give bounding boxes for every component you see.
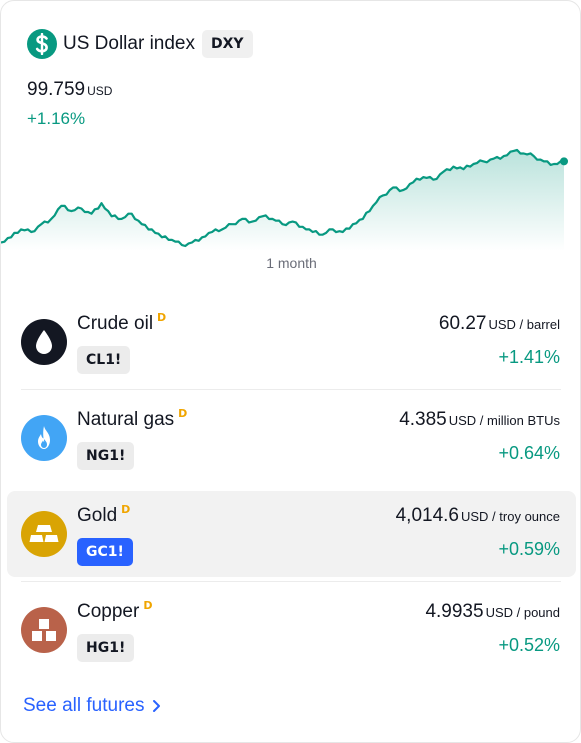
index-price-currency: USD — [87, 84, 113, 98]
index-ticker-badge[interactable]: DXY — [202, 30, 253, 58]
futures-price-unit: USD / troy ounce — [461, 509, 560, 524]
futures-price-value: 4,014.6 — [395, 505, 459, 526]
futures-price: 60.27 USD / barrel — [439, 313, 560, 335]
divider — [21, 389, 561, 390]
futures-price: 4.9935 USD / pound — [425, 601, 560, 623]
futures-ticker-badge[interactable]: GC1! — [77, 538, 133, 566]
index-price: 99.759 USD — [27, 79, 112, 101]
delayed-badge: D — [157, 311, 167, 324]
futures-price-unit: USD / pound — [485, 605, 560, 620]
see-all-futures-link[interactable]: See all futures — [23, 695, 161, 717]
index-title[interactable]: US Dollar index — [63, 33, 195, 54]
delayed-badge: D — [143, 599, 153, 612]
futures-price-value: 4.9935 — [425, 601, 484, 622]
futures-price: 4,014.6 USD / troy ounce — [396, 505, 560, 527]
index-change: +1.16% — [27, 109, 86, 128]
index-header[interactable]: US Dollar index DXY — [27, 29, 253, 59]
index-price-value: 99.759 — [27, 79, 86, 100]
flame-icon — [21, 415, 67, 461]
futures-change: +0.52% — [498, 635, 560, 655]
futures-change: +0.64% — [498, 443, 560, 463]
index-chart[interactable] — [1, 141, 581, 251]
futures-change: +0.59% — [498, 539, 560, 559]
futures-name: Crude oil D — [77, 311, 167, 334]
divider — [21, 581, 561, 582]
futures-ticker-badge[interactable]: NG1! — [77, 442, 135, 470]
futures-price-value: 4.385 — [399, 409, 447, 430]
futures-name: Gold D — [77, 503, 131, 526]
gold-bars-icon — [21, 511, 67, 557]
futures-price: 4.385 USD / million BTUs — [399, 409, 560, 431]
see-all-label: See all futures — [23, 695, 145, 716]
futures-row-natural-gas[interactable]: Natural gas D NG1! 4.385 USD / million BT… — [7, 395, 576, 481]
dollar-icon — [27, 29, 57, 59]
chevron-right-icon — [152, 699, 161, 713]
futures-row-gold[interactable]: Gold D GC1! 4,014.6 USD / troy ounce +0.5… — [7, 491, 576, 577]
delayed-badge: D — [178, 407, 188, 420]
oil-drop-icon — [21, 319, 67, 365]
futures-row-copper[interactable]: Copper D HG1! 4.9935 USD / pound +0.52% — [7, 587, 576, 673]
futures-name: Natural gas D — [77, 407, 188, 430]
futures-price-unit: USD / barrel — [488, 317, 560, 332]
futures-change: +1.41% — [498, 347, 560, 367]
futures-name: Copper D — [77, 599, 153, 622]
copper-blocks-icon — [21, 607, 67, 653]
chart-period-label: 1 month — [266, 255, 317, 271]
futures-price-unit: USD / million BTUs — [448, 413, 560, 428]
chart-line — [1, 148, 565, 248]
futures-row-crude-oil[interactable]: Crude oil D CL1! 60.27 USD / barrel +1.41… — [7, 299, 576, 385]
chart-area — [1, 150, 564, 251]
futures-ticker-badge[interactable]: HG1! — [77, 634, 135, 662]
chart-last-point — [560, 157, 568, 166]
futures-price-value: 60.27 — [438, 313, 487, 334]
delayed-badge: D — [121, 503, 131, 516]
futures-ticker-badge[interactable]: CL1! — [77, 346, 131, 374]
